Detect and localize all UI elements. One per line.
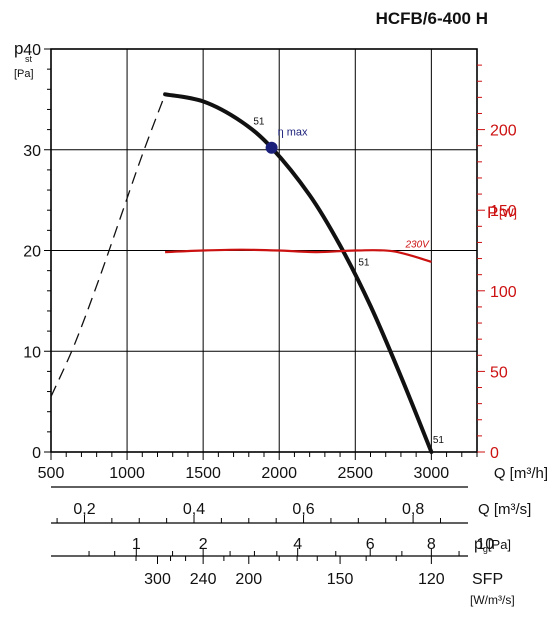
pressure-tick-label: 10 bbox=[23, 344, 41, 361]
flow-tick-label: 2000 bbox=[261, 465, 297, 482]
flow-tick-label: 1000 bbox=[109, 465, 145, 482]
sfp-tick-label: 200 bbox=[235, 571, 262, 588]
flow-m3s-tick-label: 0,2 bbox=[73, 501, 95, 518]
dynamic-pressure-tick-label: 6 bbox=[366, 536, 375, 553]
pressure-tick-label: 0 bbox=[32, 445, 41, 462]
operating-point-label: 51 bbox=[253, 117, 265, 128]
sfp-tick-label: 150 bbox=[327, 571, 354, 588]
sfp-axis-label: SFP bbox=[472, 571, 503, 588]
power-curve-label: 230V bbox=[404, 239, 430, 250]
pressure-tick-label: 30 bbox=[23, 143, 41, 160]
pressure-tick-label: 20 bbox=[23, 244, 41, 261]
eta-max-point bbox=[265, 141, 278, 154]
pressure-axis-symbol: p bbox=[14, 39, 23, 58]
dynamic-pressure-tick-label: 1 bbox=[132, 536, 141, 553]
dynamic-pressure-tick-label: 10 bbox=[476, 536, 494, 553]
power-axis-unit: [W] bbox=[499, 206, 517, 220]
flow-m3s-tick-label: 0,8 bbox=[402, 501, 424, 518]
pressure-axis-ticks: 0 10 20 30 40 bbox=[23, 42, 51, 462]
annotations: η max 51 51 51 bbox=[253, 117, 444, 446]
flow-m3s-axis-label: Q [m³/s] bbox=[478, 501, 531, 518]
power-axis-symbol: P bbox=[487, 203, 498, 222]
power-axis-ticks: 0 50 100 150 200 bbox=[477, 64, 517, 462]
curves: 230V bbox=[50, 92, 434, 454]
flow-m3s-tick-label: 0,4 bbox=[183, 501, 205, 518]
power-tick-label: 200 bbox=[490, 123, 517, 140]
dynamic-pressure-tick-label: 8 bbox=[427, 536, 436, 553]
flow-axes: 500 1000 1500 2000 2500 3000 Q [m³/h] 0,2 0,4 0,6… bbox=[38, 452, 548, 607]
flow-tick-label: 3000 bbox=[414, 465, 450, 482]
eta-max-label: η max bbox=[278, 127, 308, 139]
power-curve-230v bbox=[165, 248, 432, 263]
dynamic-pressure-tick-label: 4 bbox=[293, 536, 302, 553]
flow-tick-label: 500 bbox=[38, 465, 65, 482]
operating-point-label: 51 bbox=[433, 435, 445, 446]
sfp-tick-label: 300 bbox=[144, 571, 171, 588]
power-tick-label: 100 bbox=[490, 284, 517, 301]
power-tick-label: 50 bbox=[490, 364, 508, 381]
sfp-axis-unit: [W/m³/s] bbox=[470, 593, 515, 607]
pressure-axis-unit: [Pa] bbox=[14, 68, 34, 80]
sfp-tick-label: 240 bbox=[190, 571, 217, 588]
power-tick-label: 150 bbox=[490, 203, 517, 220]
dynamic-pressure-axis-label: pg[Pa] bbox=[474, 536, 511, 554]
power-tick-label: 0 bbox=[490, 445, 499, 462]
operating-point-label: 51 bbox=[358, 258, 370, 269]
flow-tick-label: 2500 bbox=[337, 465, 373, 482]
dynamic-pressure-tick-label: 2 bbox=[199, 536, 208, 553]
flow-tick-label: 1500 bbox=[185, 465, 221, 482]
flow-axis-label: Q [m³/h] bbox=[494, 465, 548, 482]
pressure-curve-unstable-dashed bbox=[50, 94, 166, 397]
flow-m3s-tick-label: 0,6 bbox=[292, 501, 314, 518]
pressure-curve bbox=[163, 92, 434, 454]
chart-title: HCFB/6-400 H bbox=[376, 9, 488, 28]
pressure-tick-label: 40 bbox=[23, 42, 41, 59]
pressure-axis-subscript: st bbox=[25, 54, 33, 64]
sfp-tick-label: 120 bbox=[418, 571, 445, 588]
